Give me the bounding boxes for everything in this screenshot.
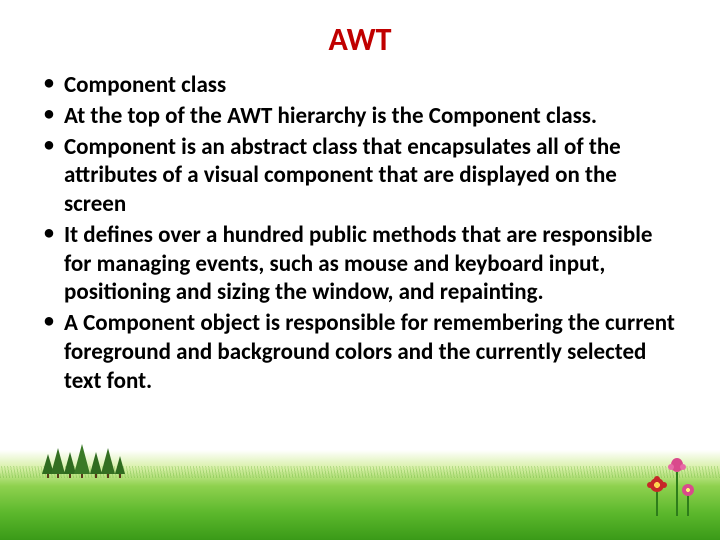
tree-cluster (48, 446, 138, 478)
bullet-item: A Component object is responsible for re… (40, 309, 680, 395)
slide-title: AWT (40, 20, 680, 59)
bullet-item: At the top of the AWT hierarchy is the C… (40, 102, 680, 131)
flower-cluster (640, 446, 700, 516)
bullet-item: It defines over a hundred public methods… (40, 221, 680, 307)
bullet-item: Component is an abstract class that enca… (40, 133, 680, 219)
bullet-list: Component class At the top of the AWT hi… (40, 71, 680, 395)
slide: AWT Component class At the top of the AW… (0, 0, 720, 540)
bullet-item: Component class (40, 71, 680, 100)
grass-decoration (0, 450, 720, 540)
